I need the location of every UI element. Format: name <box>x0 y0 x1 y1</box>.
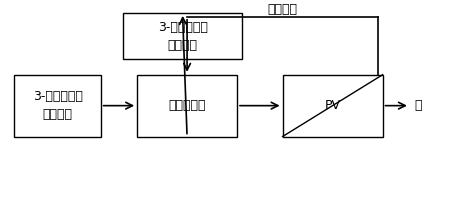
Bar <box>14 75 101 137</box>
Text: 回流反应: 回流反应 <box>267 3 297 16</box>
Text: 水: 水 <box>414 99 421 112</box>
Bar <box>123 13 241 59</box>
Text: 3-羟基丙酸甲
酯反应液: 3-羟基丙酸甲 酯反应液 <box>157 21 207 52</box>
Bar <box>282 75 382 137</box>
Text: 3-羟基丙酸的
甲醇溶液: 3-羟基丙酸的 甲醇溶液 <box>32 90 82 121</box>
Bar <box>137 75 237 137</box>
Text: 酯化反应器: 酯化反应器 <box>168 99 205 112</box>
Text: PV: PV <box>324 99 340 112</box>
